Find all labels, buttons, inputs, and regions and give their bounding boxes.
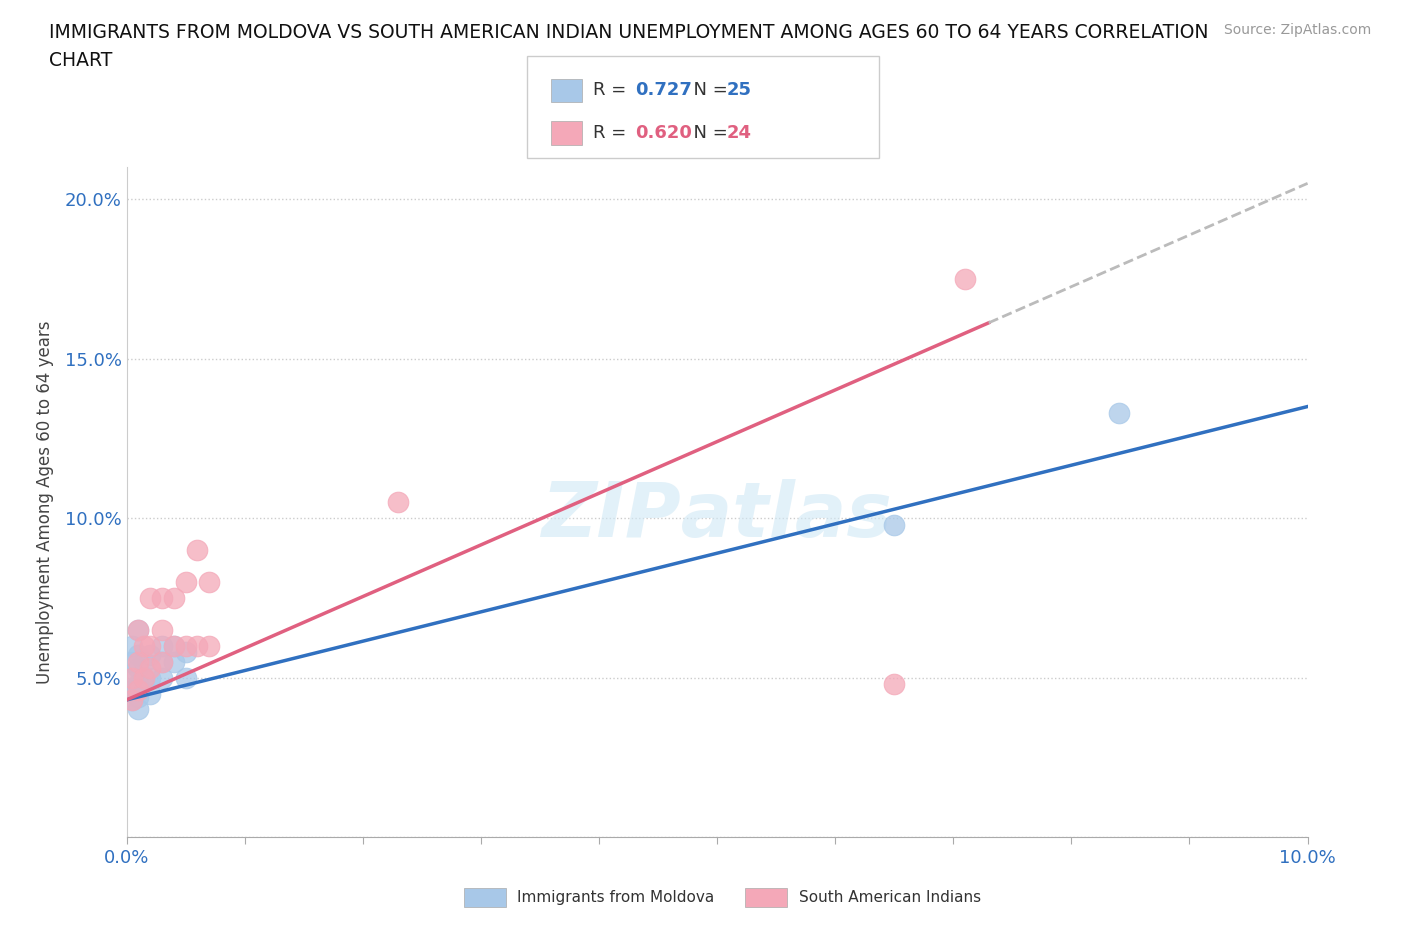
Text: R =: R = [593,81,633,100]
Point [121,693,143,708]
Point [121,693,143,708]
Point [121,654,143,669]
Point [139,671,162,685]
Point [127,654,149,669]
Point [198,575,221,590]
Point [174,644,197,659]
Point [134,671,156,685]
Text: Source: ZipAtlas.com: Source: ZipAtlas.com [1223,23,1371,37]
Text: ZIP​atlas: ZIP​atlas [541,479,893,552]
Point [163,591,186,605]
Point [127,676,149,691]
Text: Immigrants from Moldova: Immigrants from Moldova [517,890,714,905]
Point [186,542,208,557]
Point [883,517,905,532]
Text: 25: 25 [727,81,752,100]
Point [1108,405,1130,420]
Text: IMMIGRANTS FROM MOLDOVA VS SOUTH AMERICAN INDIAN UNEMPLOYMENT AMONG AGES 60 TO 6: IMMIGRANTS FROM MOLDOVA VS SOUTH AMERICA… [49,23,1209,42]
Point [127,622,149,637]
Point [387,495,409,510]
Point [150,591,173,605]
Point [163,654,186,669]
Point [174,575,197,590]
Point [883,676,905,691]
Point [150,622,173,637]
Point [174,638,197,653]
Text: N =: N = [682,81,734,100]
Point [134,654,156,669]
Text: N =: N = [682,124,734,142]
Point [198,638,221,653]
Point [121,638,143,653]
Text: R =: R = [593,124,633,142]
Point [121,671,143,685]
Point [127,622,149,637]
Point [127,683,149,698]
Point [127,660,149,675]
Text: 0.620: 0.620 [636,124,692,142]
Text: 0.727: 0.727 [636,81,692,100]
Text: South American Indians: South American Indians [799,890,981,905]
Point [139,660,162,675]
Point [127,689,149,704]
Point [134,671,156,685]
Point [139,686,162,701]
Point [174,671,197,685]
Point [121,671,143,685]
Point [150,638,173,653]
Point [150,654,173,669]
Point [150,654,173,669]
Point [139,591,162,605]
Point [150,671,173,685]
Y-axis label: Unemployment Among Ages 60 to 64 years: Unemployment Among Ages 60 to 64 years [35,321,53,684]
Point [186,638,208,653]
Text: 24: 24 [727,124,752,142]
Point [127,648,149,663]
Point [127,702,149,717]
Text: CHART: CHART [49,51,112,70]
Point [139,638,162,653]
Point [163,638,186,653]
Point [953,272,976,286]
Point [163,638,186,653]
Point [121,683,143,698]
Point [134,638,156,653]
Point [139,648,162,663]
